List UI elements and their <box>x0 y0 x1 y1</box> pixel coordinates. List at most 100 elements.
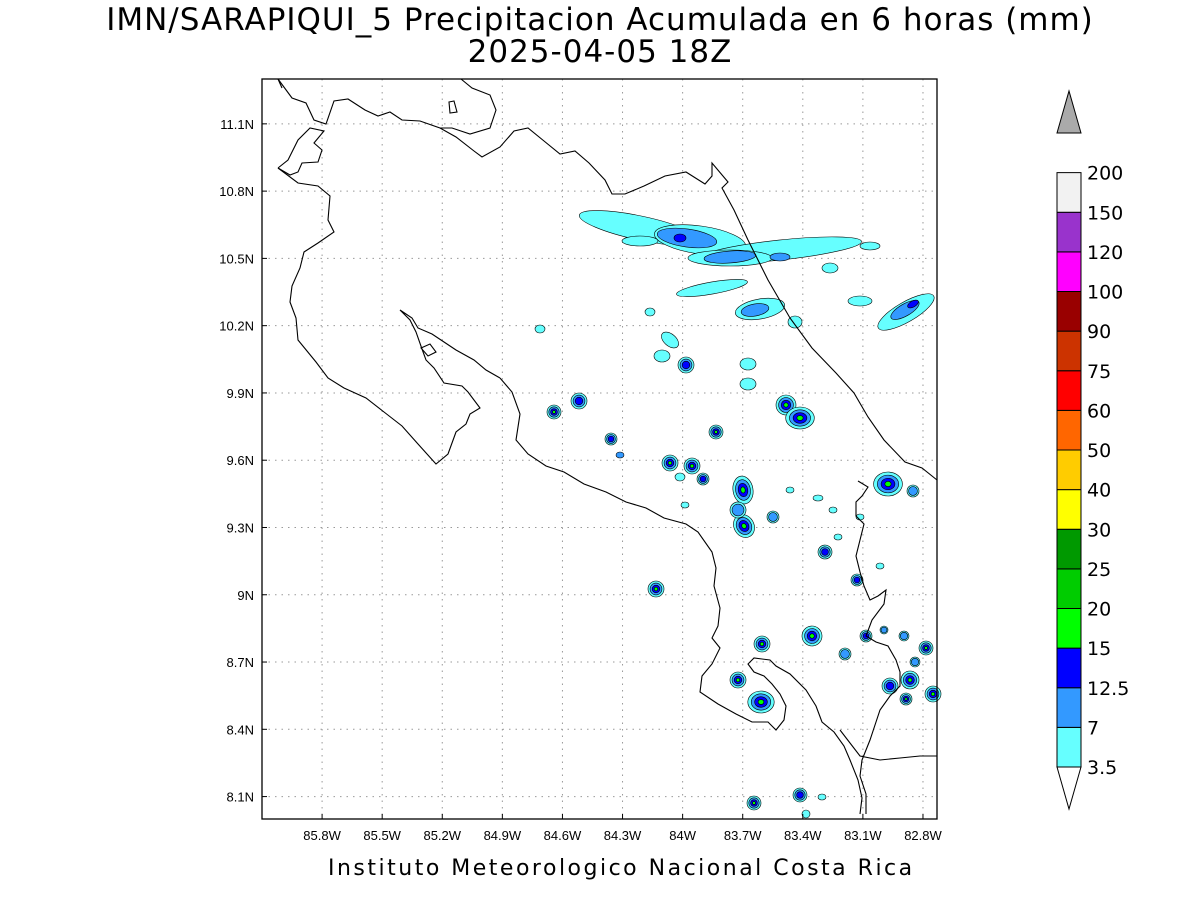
lon-tick-label: 83.1W <box>844 828 882 843</box>
lat-tick-label: 9N <box>237 588 254 603</box>
colorbar-swatch <box>1056 568 1082 609</box>
rain-cell <box>653 586 659 592</box>
colorbar-swatch <box>1056 330 1082 372</box>
panama-border <box>855 480 901 814</box>
precipitation-field <box>534 210 942 819</box>
rain-cell <box>859 241 881 251</box>
rain-cell <box>796 415 804 421</box>
lat-tick-label: 8.1N <box>227 790 254 805</box>
rain-cell <box>899 631 908 640</box>
lat-tick-label: 8.4N <box>227 722 254 737</box>
lat-tick-label: 10.8N <box>219 184 254 199</box>
colorbar-swatch <box>1056 489 1082 530</box>
rain-cell <box>930 691 936 697</box>
colorbar-swatch <box>1056 528 1082 570</box>
nicaragua-coast <box>277 78 749 241</box>
rain-cell <box>731 503 745 517</box>
rain-cell <box>674 472 686 482</box>
colorbar-label: 30 <box>1087 519 1111 541</box>
rain-cell <box>656 227 718 249</box>
map-plot-area <box>262 79 937 819</box>
nicoya-island <box>420 343 437 357</box>
island <box>448 100 458 114</box>
colorbar-label: 50 <box>1087 440 1111 462</box>
lon-tick-label: 84.3W <box>604 828 642 843</box>
colorbar-label: 3.5 <box>1087 757 1117 779</box>
pacific-coast-guanacaste <box>277 167 501 465</box>
colorbar-arrow-low <box>1056 766 1082 811</box>
rain-cell <box>740 486 746 494</box>
lat-tick-label: 10.5N <box>219 251 254 266</box>
colorbar-label: 150 <box>1087 202 1123 224</box>
colorbar-label: 60 <box>1087 400 1111 422</box>
rain-cell <box>847 295 873 307</box>
colorbar-label: 25 <box>1087 559 1111 581</box>
rain-cell <box>817 793 827 801</box>
lon-tick-label: 83.4W <box>784 828 822 843</box>
colorbar-swatch <box>1056 409 1082 451</box>
rain-cell <box>534 324 546 334</box>
colorbar-label: 120 <box>1087 242 1123 264</box>
lat-tick-label: 8.7N <box>227 655 254 670</box>
rain-cell <box>714 430 718 434</box>
rain-cell <box>680 501 690 509</box>
colorbar-arrow-high <box>1056 89 1082 134</box>
rain-cell <box>752 801 756 805</box>
rain-cell <box>812 494 824 502</box>
rain-cell <box>689 463 695 469</box>
colorbar-swatch <box>1056 449 1082 491</box>
colorbar-swatch <box>1056 211 1082 253</box>
lon-tick-label: 85.5W <box>363 828 401 843</box>
rain-cell <box>907 299 919 309</box>
colorbar: 3.5 7 12.5 15 20 25 30 40 50 60 75 90 100 120 150 200 <box>1056 89 1129 811</box>
rain-cell <box>735 677 741 683</box>
rain-cell <box>785 486 795 494</box>
rain-cell <box>880 626 888 634</box>
rain-cell <box>757 699 765 705</box>
rain-cell <box>853 576 861 584</box>
rain-cell <box>681 360 691 370</box>
rain-cell <box>574 396 584 406</box>
lon-tick-label: 83.7W <box>724 828 762 843</box>
map-title: IMN/SARAPIQUI_5 Precipitacion Acumulada … <box>106 2 1094 38</box>
colorbar-label: 7 <box>1087 717 1099 739</box>
rain-cell <box>615 451 625 459</box>
lat-tick-label: 11.1N <box>220 117 254 132</box>
rain-cell <box>787 315 803 329</box>
rain-cell <box>809 633 815 639</box>
rain-cell <box>739 357 757 371</box>
colorbar-swatch <box>1056 647 1082 689</box>
rain-cell <box>661 331 679 349</box>
rain-cell <box>801 809 811 819</box>
rain-cell <box>741 523 747 529</box>
rain-cell <box>910 657 919 666</box>
lon-tick-label: 84.9W <box>484 828 522 843</box>
panama-coast <box>839 729 937 761</box>
colorbar-swatch <box>1056 608 1082 649</box>
rain-cell <box>828 506 838 514</box>
axis-ticks: 85.8W 85.5W 85.2W 84.9W 84.6W 84.3W 84W 83.7W 83… <box>219 117 942 843</box>
rain-cell <box>875 562 885 570</box>
rain-cell <box>924 646 928 650</box>
colorbar-label: 12.5 <box>1087 678 1129 700</box>
rain-cell <box>821 548 829 556</box>
coastline-and-borders <box>277 78 938 815</box>
footer-credit: Instituto Meteorologico Nacional Costa R… <box>328 856 915 881</box>
colorbar-label: 15 <box>1087 638 1111 660</box>
colorbar-swatch <box>1056 251 1082 292</box>
lon-tick-label: 84.6W <box>544 828 582 843</box>
lat-tick-label: 9.9N <box>227 386 254 401</box>
rain-cell <box>840 649 850 659</box>
rain-cell <box>833 533 843 541</box>
rain-cell <box>908 486 918 496</box>
rain-cell <box>796 791 804 799</box>
rain-cell <box>739 377 757 391</box>
rain-cell <box>821 262 839 274</box>
pacific-coast-north <box>277 127 326 176</box>
rain-cell <box>884 481 892 487</box>
colorbar-label: 40 <box>1087 480 1111 502</box>
bay-nicaragua <box>440 78 497 135</box>
rain-cell <box>759 641 765 647</box>
rain-cell <box>885 681 895 691</box>
